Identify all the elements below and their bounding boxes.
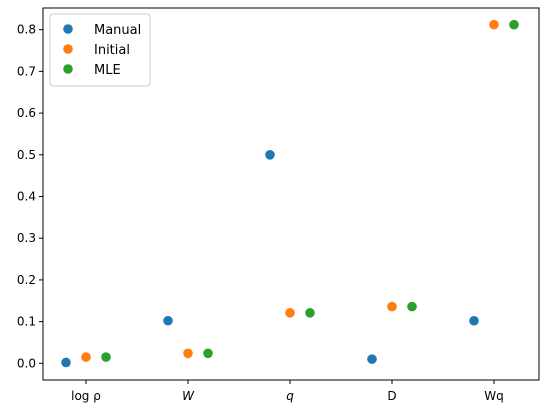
point-mle <box>101 352 111 362</box>
y-tick-label: 0.7 <box>17 64 36 78</box>
point-initial <box>81 352 91 362</box>
y-tick-label: 0.0 <box>17 356 36 370</box>
legend: Manual Initial MLE <box>49 13 151 87</box>
legend-marker-manual <box>63 24 73 34</box>
point-manual <box>265 149 275 160</box>
y-tick-label: 0.4 <box>17 190 36 204</box>
legend-marker-mle <box>63 64 73 74</box>
y-tick-label: 0.2 <box>17 273 36 287</box>
point-manual <box>469 315 479 326</box>
point-initial <box>387 301 397 312</box>
y-axis: 0.0 0.1 0.2 0.3 0.4 0.5 0.6 0.7 0.8 <box>17 23 43 370</box>
point-initial <box>285 308 295 318</box>
point-initial <box>489 19 499 30</box>
point-manual <box>61 357 71 368</box>
point-mle <box>203 348 213 359</box>
y-tick-label: 0.1 <box>17 315 36 329</box>
legend-label-mle: MLE <box>94 63 121 78</box>
x-tick-label: log ρ <box>71 389 101 403</box>
y-tick-label: 0.6 <box>17 106 36 120</box>
legend-label-manual: Manual <box>94 23 141 38</box>
x-tick-label: Wq <box>484 389 503 403</box>
legend-box <box>49 13 151 87</box>
y-tick-label: 0.8 <box>17 23 36 37</box>
point-mle <box>305 308 315 318</box>
y-tick-label: 0.5 <box>17 148 36 162</box>
x-tick-label: W <box>182 389 195 403</box>
x-tick-label: q <box>286 389 294 403</box>
point-manual <box>163 315 173 326</box>
legend-marker-initial <box>63 44 73 54</box>
point-mle <box>509 19 519 30</box>
plot-marks <box>61 19 519 368</box>
plot-frame <box>42 7 540 381</box>
point-manual <box>367 354 377 364</box>
legend-label-initial: Initial <box>94 43 130 58</box>
point-initial <box>183 348 193 359</box>
y-tick-label: 0.3 <box>17 231 36 245</box>
point-mle <box>407 301 417 312</box>
x-tick-label: D <box>387 389 396 403</box>
